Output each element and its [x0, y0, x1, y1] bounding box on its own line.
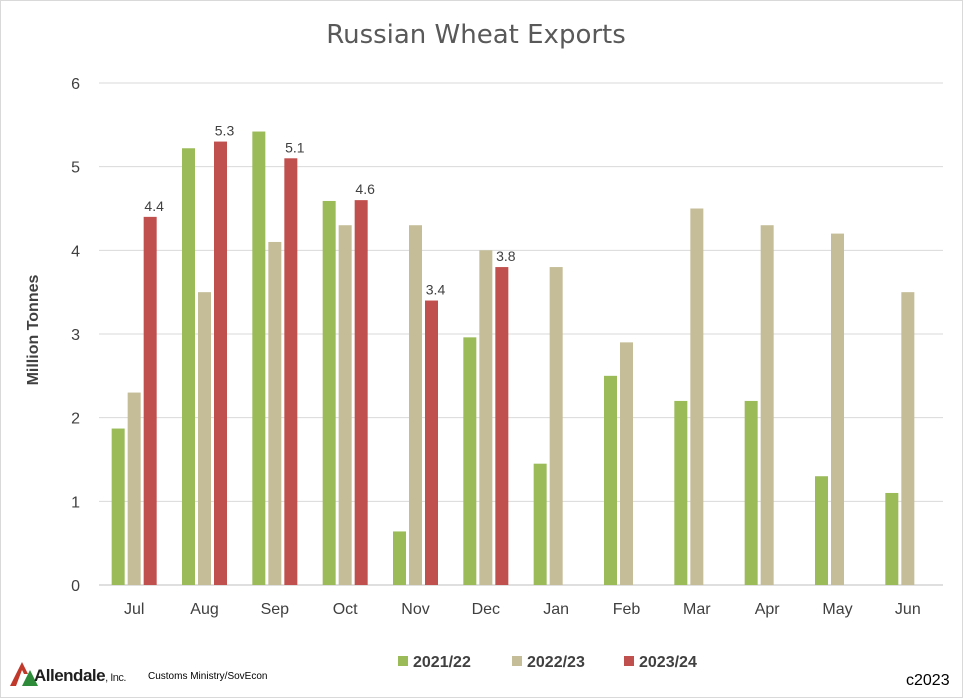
bar [252, 131, 266, 585]
source-note: Customs Ministry/SovEcon [148, 671, 268, 682]
data-label: 5.3 [215, 123, 235, 139]
y-tick-label: 4 [71, 243, 80, 260]
bar [354, 200, 368, 585]
data-label: 5.1 [285, 139, 305, 155]
bar [463, 337, 477, 585]
y-tick-label: 3 [71, 327, 80, 344]
bar [182, 148, 195, 585]
chart-title: Russian Wheat Exports [326, 20, 626, 50]
x-tick-label: May [822, 601, 852, 618]
logo-text: Allendale, Inc. [34, 666, 126, 685]
legend-label: 2022/23 [527, 654, 585, 671]
data-label: 4.4 [144, 198, 164, 214]
y-axis-label: Million Tonnes [25, 275, 42, 386]
y-tick-label: 6 [71, 76, 80, 93]
bar [885, 492, 899, 585]
bar [831, 233, 844, 585]
bar [214, 141, 227, 586]
bar [322, 200, 336, 585]
bar [198, 292, 211, 585]
bar [760, 225, 774, 585]
x-tick-label: Aug [190, 601, 218, 618]
bar [495, 267, 509, 585]
bar [143, 216, 157, 585]
legend-swatch [512, 656, 522, 666]
bar [744, 400, 758, 585]
bar [533, 463, 547, 585]
data-label: 3.4 [426, 282, 446, 298]
bar [901, 292, 915, 585]
legend-label: 2023/24 [639, 654, 697, 671]
y-tick-labels: 0 1 2 3 4 5 6 [71, 76, 80, 595]
x-tick-label: Oct [333, 601, 358, 618]
x-tick-label: Nov [401, 601, 429, 618]
bar [479, 250, 493, 586]
x-tick-label: Dec [472, 601, 500, 618]
bar [284, 158, 298, 586]
legend-label: 2021/22 [413, 654, 471, 671]
bars [111, 131, 915, 586]
bar [549, 267, 563, 585]
bar [604, 375, 617, 585]
x-tick-label: Jul [124, 601, 144, 618]
bar [111, 428, 125, 585]
gridlines [99, 82, 943, 586]
data-label: 3.8 [496, 248, 516, 264]
x-tick-label: Jun [895, 601, 921, 618]
legend-swatch [624, 656, 634, 666]
bar [425, 300, 438, 585]
bar [815, 476, 828, 585]
bar [268, 241, 282, 585]
y-tick-label: 0 [71, 578, 80, 595]
copyright: c2023 [906, 672, 950, 689]
bar [409, 225, 422, 585]
legend-swatch [398, 656, 408, 666]
bar [127, 392, 141, 585]
y-tick-label: 1 [71, 494, 80, 511]
legend: 2021/22 2022/23 2023/24 [398, 654, 697, 671]
data-labels: 4.4 5.3 5.1 4.6 3.4 3.8 [144, 123, 515, 298]
bar [393, 531, 406, 585]
data-label: 4.6 [355, 181, 375, 197]
x-tick-label: Sep [261, 601, 290, 618]
bar [674, 400, 688, 585]
x-tick-labels: Jul Aug Sep Oct Nov Dec Jan Feb Mar Apr May Jun [124, 601, 921, 618]
x-tick-label: Mar [683, 601, 711, 618]
x-tick-label: Apr [755, 601, 781, 618]
allendale-logo-icon [10, 662, 38, 686]
bar [690, 208, 704, 585]
x-tick-label: Jan [543, 601, 569, 618]
y-tick-label: 5 [71, 160, 80, 177]
x-tick-label: Feb [613, 601, 641, 618]
y-tick-label: 2 [71, 411, 80, 428]
bar [620, 342, 633, 585]
bar [338, 225, 352, 585]
